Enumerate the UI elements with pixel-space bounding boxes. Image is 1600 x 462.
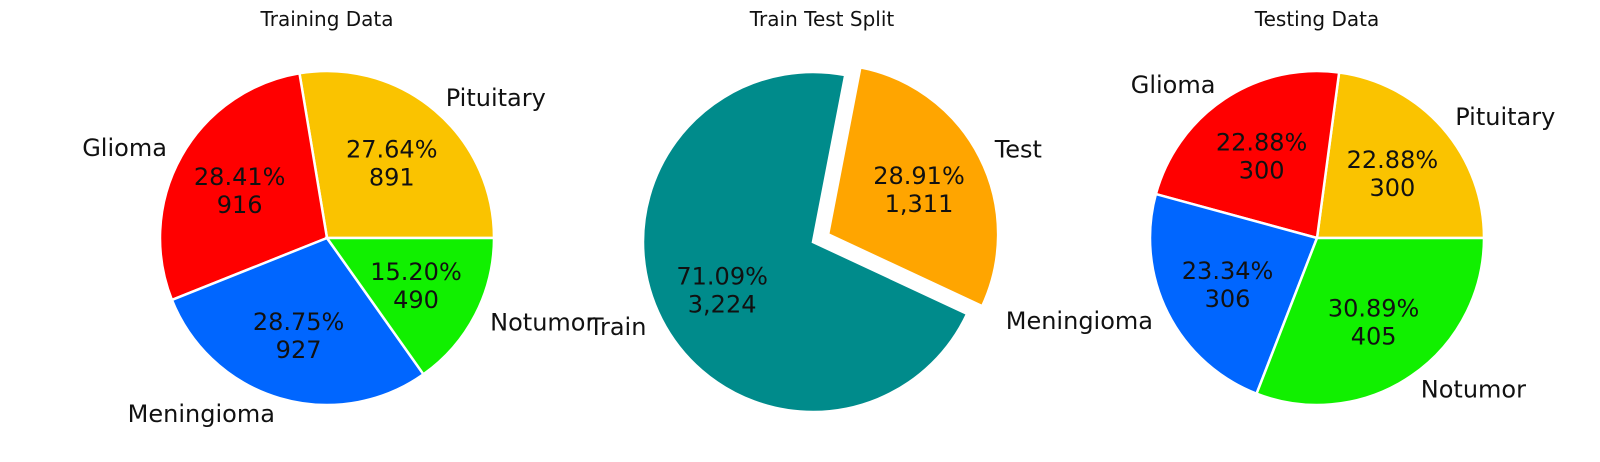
slice-percent: 23.34%: [1182, 257, 1274, 285]
slice-count: 916: [217, 191, 263, 219]
chart-title: Testing Data: [1254, 7, 1379, 31]
slice-category-label: Train: [588, 313, 647, 341]
slice-count: 927: [276, 336, 322, 364]
pie-slice-pituitary: [298, 69, 496, 240]
slice-count: 1,311: [885, 190, 954, 218]
slice-percent: 30.89%: [1328, 295, 1420, 323]
slice-percent: 28.41%: [194, 163, 286, 191]
slice-count: 490: [393, 286, 439, 314]
pie-slice-pituitary: [1315, 71, 1486, 240]
slice-percent: 28.91%: [873, 162, 965, 190]
slice-category-label: Pituitary: [1455, 103, 1555, 131]
slice-category-label: Glioma: [1131, 71, 1216, 99]
pie-slice-meningioma: [170, 236, 426, 407]
slice-value-label: 30.89% 405: [1328, 295, 1420, 351]
slice-category-label: Pituitary: [446, 84, 546, 112]
slice-category-label: Meningioma: [128, 400, 275, 428]
slice-percent: 28.75%: [253, 308, 345, 336]
slice-percent: 22.88%: [1216, 129, 1308, 157]
slice-value-label: 22.88% 300: [1347, 146, 1439, 202]
slice-percent: 27.64%: [346, 136, 438, 164]
slice-percent: 22.88%: [1347, 146, 1439, 174]
slice-value-label: 22.88% 300: [1216, 129, 1308, 185]
slice-count: 891: [369, 164, 415, 192]
pie-slice-test: [826, 65, 1000, 308]
slice-percent: 71.09%: [676, 262, 768, 290]
slice-value-label: 28.41% 916: [194, 163, 286, 219]
pie-slice-notumor: [324, 236, 496, 377]
slice-category-label: Notumor: [1421, 376, 1526, 404]
pie-slice-glioma: [1154, 69, 1341, 240]
slice-value-label: 15.20% 490: [370, 258, 462, 314]
slice-category-label: Glioma: [82, 134, 167, 162]
slice-count: 300: [1369, 174, 1415, 202]
slice-value-label: 71.09% 3,224: [676, 262, 768, 318]
slice-count: 306: [1205, 285, 1251, 313]
slice-value-label: 23.34% 306: [1182, 257, 1274, 313]
chart-training-data: Training Data 27.64% 891 Pituitary 28.41% 91…: [82, 7, 595, 428]
slice-count: 405: [1351, 323, 1397, 351]
chart-title: Training Data: [259, 7, 393, 31]
pie-slice-train: [641, 70, 969, 414]
chart-train-test-split: Train Test Split 28.91% 1,311 Test 71.09% 3,…: [588, 7, 1042, 414]
chart-title: Train Test Split: [749, 7, 895, 31]
slice-value-label: 28.75% 927: [253, 308, 345, 364]
slice-count: 3,224: [688, 290, 757, 318]
slice-category-label: Meningioma: [1006, 307, 1153, 335]
pie-slice-notumor: [1254, 236, 1486, 407]
slice-value-label: 28.91% 1,311: [873, 162, 965, 218]
slice-percent: 15.20%: [370, 258, 462, 286]
slice-count: 300: [1239, 157, 1285, 185]
slice-category-label: Test: [994, 135, 1042, 163]
slice-category-label: Notumor: [490, 308, 595, 336]
slice-value-label: 27.64% 891: [346, 136, 438, 192]
pie-slice-glioma: [158, 71, 329, 302]
